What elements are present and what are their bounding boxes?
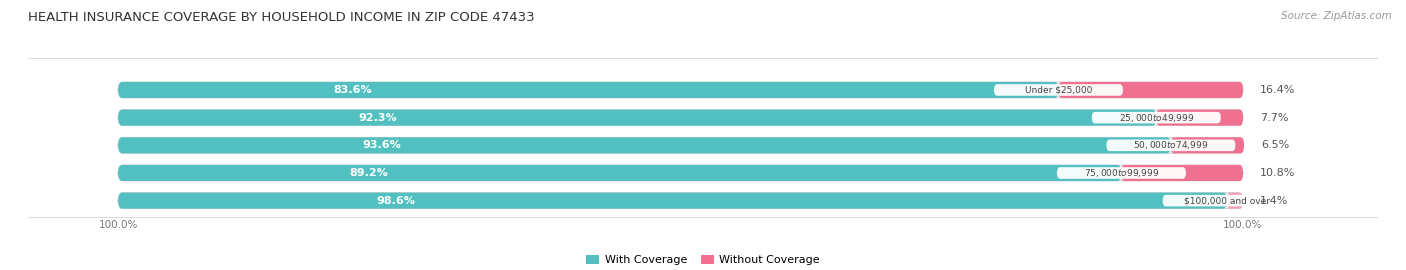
- FancyBboxPatch shape: [118, 110, 1156, 126]
- Text: 1.4%: 1.4%: [1260, 196, 1288, 206]
- FancyBboxPatch shape: [118, 82, 1059, 98]
- Text: 100.0%: 100.0%: [98, 220, 138, 230]
- FancyBboxPatch shape: [994, 84, 1123, 96]
- FancyBboxPatch shape: [118, 137, 1243, 153]
- Text: $100,000 and over: $100,000 and over: [1184, 196, 1270, 205]
- Legend: With Coverage, Without Coverage: With Coverage, Without Coverage: [582, 250, 824, 269]
- FancyBboxPatch shape: [1171, 137, 1244, 153]
- Text: 7.7%: 7.7%: [1260, 113, 1288, 123]
- Text: 10.8%: 10.8%: [1260, 168, 1295, 178]
- FancyBboxPatch shape: [118, 137, 1171, 153]
- Text: 100.0%: 100.0%: [1223, 220, 1263, 230]
- Text: 89.2%: 89.2%: [350, 168, 388, 178]
- Text: $50,000 to $74,999: $50,000 to $74,999: [1133, 139, 1209, 151]
- FancyBboxPatch shape: [118, 82, 1243, 98]
- FancyBboxPatch shape: [118, 193, 1243, 209]
- FancyBboxPatch shape: [118, 193, 1227, 209]
- Text: $25,000 to $49,999: $25,000 to $49,999: [1119, 112, 1194, 124]
- Text: 16.4%: 16.4%: [1260, 85, 1295, 95]
- FancyBboxPatch shape: [118, 110, 1243, 126]
- Text: HEALTH INSURANCE COVERAGE BY HOUSEHOLD INCOME IN ZIP CODE 47433: HEALTH INSURANCE COVERAGE BY HOUSEHOLD I…: [28, 11, 534, 24]
- Text: Source: ZipAtlas.com: Source: ZipAtlas.com: [1281, 11, 1392, 21]
- FancyBboxPatch shape: [1107, 140, 1236, 151]
- FancyBboxPatch shape: [118, 165, 1243, 181]
- Text: 92.3%: 92.3%: [359, 113, 396, 123]
- Text: 83.6%: 83.6%: [333, 85, 373, 95]
- Text: 93.6%: 93.6%: [361, 140, 401, 150]
- FancyBboxPatch shape: [1163, 195, 1292, 207]
- FancyBboxPatch shape: [1156, 110, 1243, 126]
- Text: 6.5%: 6.5%: [1261, 140, 1289, 150]
- Text: Under $25,000: Under $25,000: [1025, 86, 1092, 94]
- Text: $75,000 to $99,999: $75,000 to $99,999: [1084, 167, 1159, 179]
- FancyBboxPatch shape: [1227, 193, 1243, 209]
- Text: 98.6%: 98.6%: [375, 196, 415, 206]
- FancyBboxPatch shape: [1122, 165, 1243, 181]
- FancyBboxPatch shape: [1091, 112, 1220, 123]
- FancyBboxPatch shape: [1057, 167, 1187, 179]
- FancyBboxPatch shape: [1059, 82, 1243, 98]
- FancyBboxPatch shape: [118, 165, 1122, 181]
